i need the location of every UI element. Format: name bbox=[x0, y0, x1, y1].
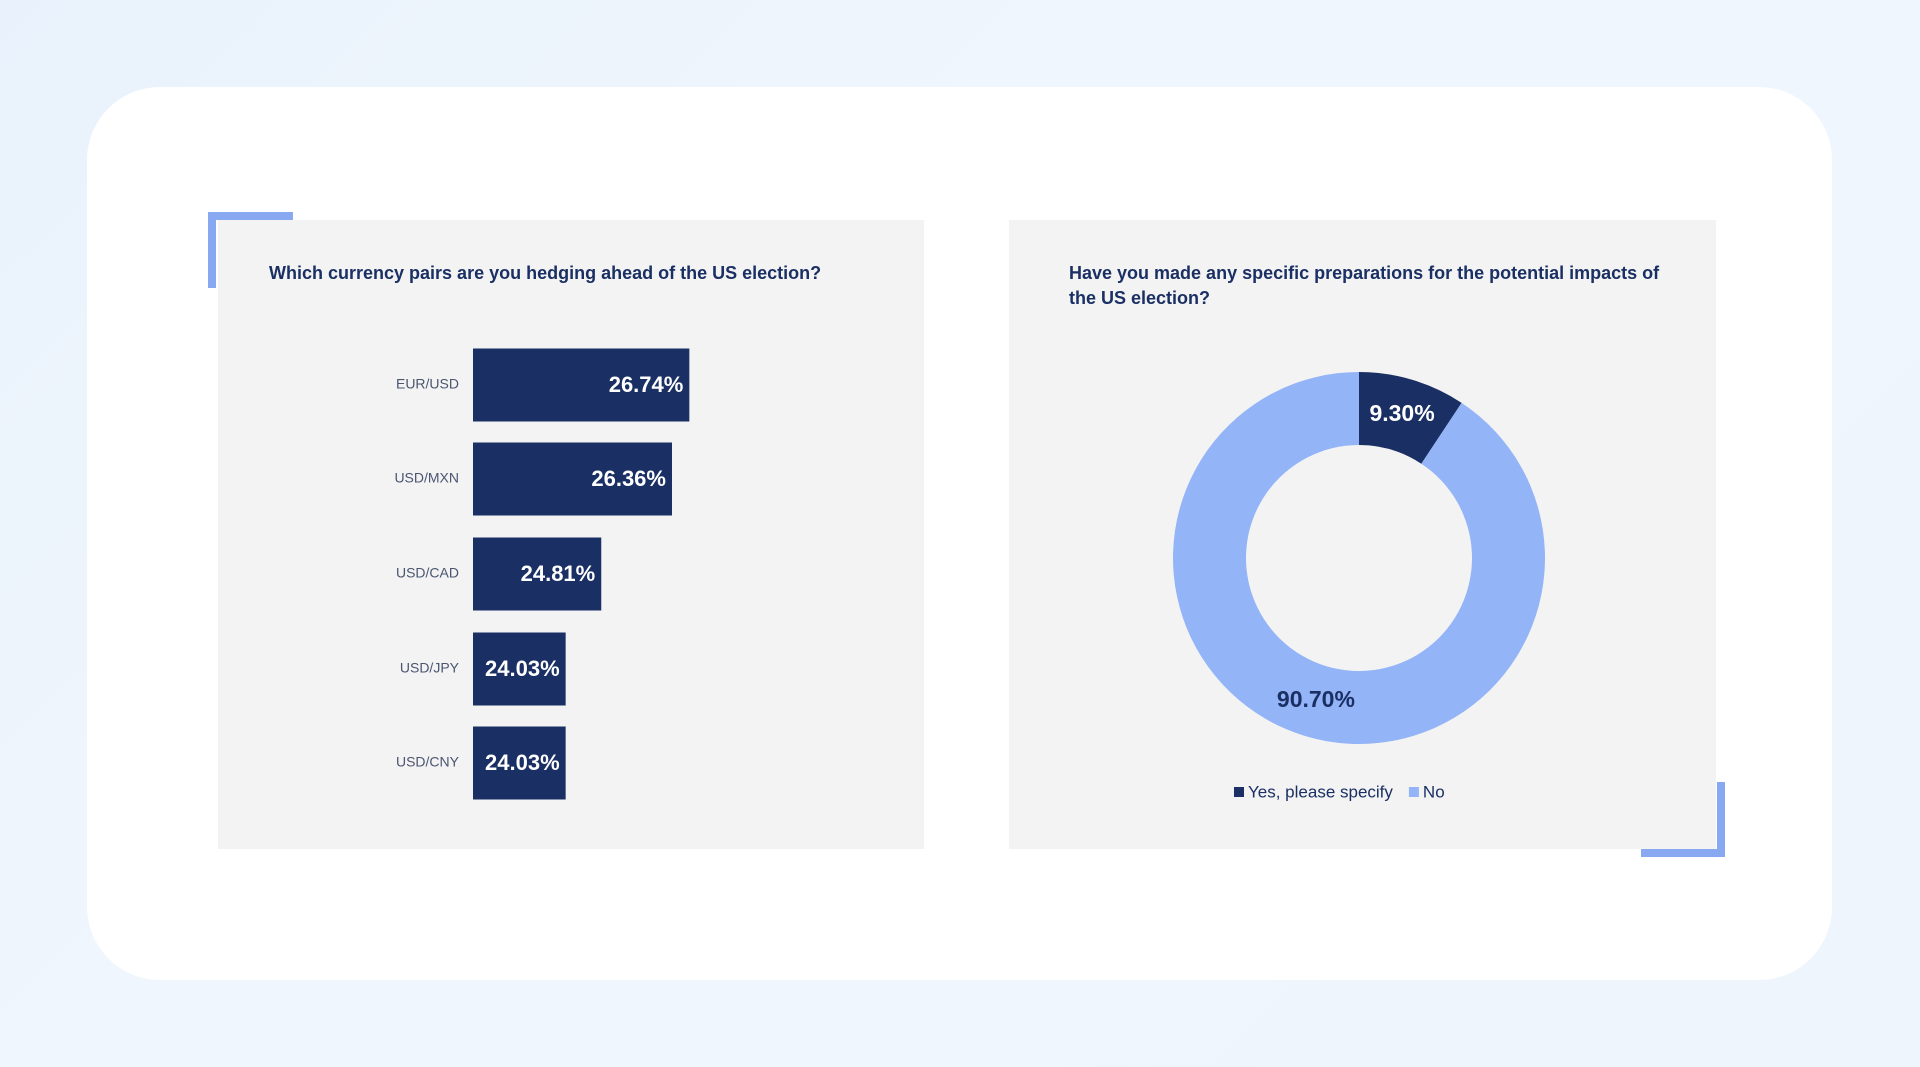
value-label: 24.03% bbox=[485, 656, 560, 681]
legend-swatch bbox=[1234, 787, 1244, 797]
bar bbox=[473, 726, 566, 800]
donut-slice bbox=[1359, 372, 1462, 464]
category-label: USD/CNY bbox=[396, 754, 460, 770]
value-label: 90.70% bbox=[1277, 686, 1355, 712]
category-label: USD/CAD bbox=[396, 565, 459, 581]
donut-panel bbox=[1009, 220, 1716, 849]
chart-title: Which currency pairs are you hedging ahe… bbox=[269, 263, 822, 283]
bar bbox=[473, 442, 672, 516]
bar bbox=[473, 348, 690, 422]
legend-swatch bbox=[1408, 787, 1419, 797]
corner-bracket bbox=[208, 212, 293, 288]
category-label: EUR/USD bbox=[396, 376, 459, 392]
value-label: 26.74% bbox=[609, 372, 684, 397]
donut-slice bbox=[1172, 372, 1545, 744]
legend-label: Yes, please specify bbox=[1248, 782, 1393, 801]
value-label: 26.36% bbox=[591, 466, 666, 491]
bar bbox=[473, 632, 566, 706]
corner-bracket bbox=[1641, 782, 1725, 857]
bar-panel bbox=[218, 220, 924, 849]
chart-title: Have you made any specific preparations … bbox=[1069, 263, 1660, 308]
legend-label: No bbox=[1423, 782, 1445, 801]
bar bbox=[473, 537, 602, 611]
value-label: 24.81% bbox=[521, 561, 596, 586]
value-label: 24.03% bbox=[485, 750, 560, 775]
category-label: USD/MXN bbox=[394, 470, 459, 486]
value-label: 9.30% bbox=[1369, 400, 1434, 426]
category-label: USD/JPY bbox=[400, 660, 460, 676]
